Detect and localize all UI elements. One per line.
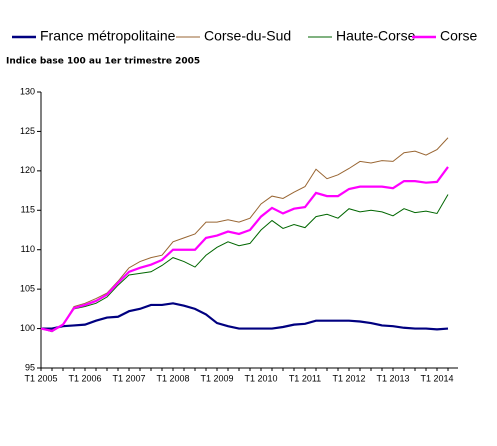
x-tick-label: T1 2014 xyxy=(420,373,453,383)
chart-subtitle: Indice base 100 au 1er trimestre 2005 xyxy=(6,57,200,67)
y-tick-label: 120 xyxy=(20,165,35,175)
legend-label: France métropolitaine xyxy=(40,28,176,44)
y-tick-label: 130 xyxy=(20,86,35,96)
x-tick-label: T1 2008 xyxy=(156,373,189,383)
series-line xyxy=(40,194,449,333)
x-tick-label: T1 2013 xyxy=(376,373,409,383)
x-tick-label: T1 2011 xyxy=(289,373,321,383)
y-tick-label: 115 xyxy=(21,205,35,215)
series-line xyxy=(40,137,449,331)
series-line xyxy=(41,302,449,331)
y-tick-label: 105 xyxy=(20,284,35,294)
y-tick-label: 110 xyxy=(21,244,35,254)
x-tick-label: T1 2012 xyxy=(332,373,365,383)
x-tick-label: T1 2009 xyxy=(200,373,233,383)
series-line xyxy=(40,166,449,333)
y-tick-label: 95 xyxy=(25,362,35,372)
legend-label: Corse-du-Sud xyxy=(204,28,291,44)
x-tick-label: T1 2007 xyxy=(112,373,145,383)
x-tick-label: T1 2005 xyxy=(24,373,57,383)
y-tick-label: 125 xyxy=(20,126,35,136)
y-tick-label: 100 xyxy=(20,323,35,333)
legend-label: Haute-Corse xyxy=(336,28,416,44)
x-tick-label: T1 2006 xyxy=(68,373,101,383)
legend-label: Corse xyxy=(440,28,478,44)
x-tick-label: T1 2010 xyxy=(244,373,277,383)
